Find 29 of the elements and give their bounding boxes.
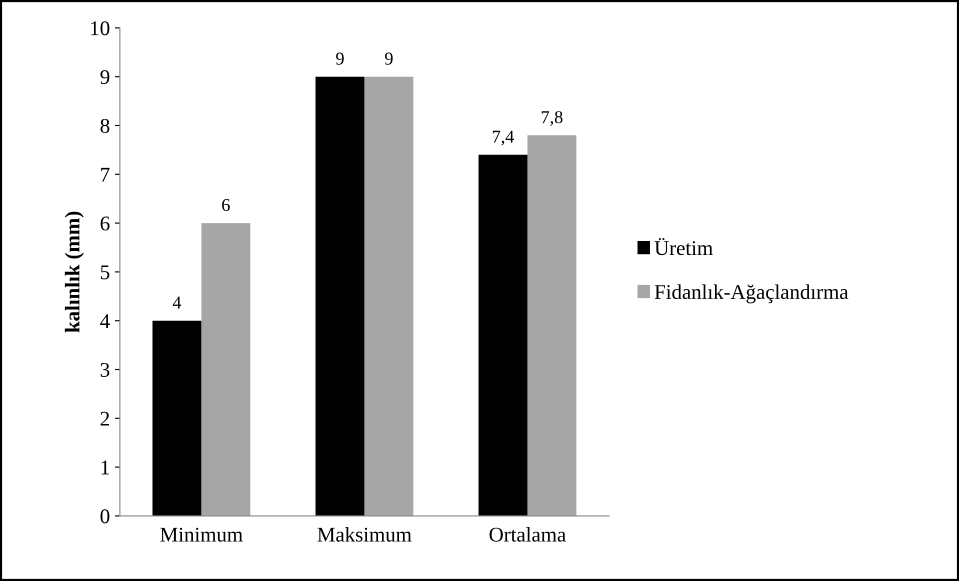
- y-tick-label: 3: [100, 362, 110, 377]
- y-tick-label: 8: [100, 118, 110, 133]
- y-tick-label: 5: [100, 265, 110, 280]
- y-axis-title: kalınlık (mm): [64, 212, 84, 332]
- x-tick-label: Ortalama: [490, 527, 566, 542]
- y-tick-label: 9: [100, 70, 110, 84]
- y-tick-label: 2: [100, 412, 110, 426]
- bar: [201, 223, 250, 516]
- y-tick-label: 7: [101, 168, 110, 182]
- y-tick-label: 6: [100, 216, 110, 231]
- y-tick-label: 4: [100, 314, 110, 328]
- bar: [152, 320, 202, 516]
- data-label: 7,8: [542, 111, 562, 126]
- data-label: 4: [172, 296, 182, 309]
- data-label: 6: [222, 198, 230, 212]
- y-tick-label: 0: [100, 509, 110, 524]
- data-label: 7,4: [492, 130, 514, 146]
- bar: [316, 76, 364, 516]
- x-tick-label: Maksimum: [318, 527, 412, 542]
- legend-label: Fidanlık-Ağaçlandırma: [654, 284, 848, 304]
- bar: [527, 135, 576, 516]
- data-label: 9: [384, 52, 393, 65]
- data-label: 9: [336, 52, 344, 65]
- bar: [478, 154, 528, 516]
- y-tick-label: 10: [91, 21, 110, 36]
- y-tick-label: 1: [102, 460, 109, 474]
- x-tick-label: Minimum: [160, 528, 243, 542]
- bar: [364, 76, 414, 516]
- legend-label: Üretim: [654, 238, 713, 256]
